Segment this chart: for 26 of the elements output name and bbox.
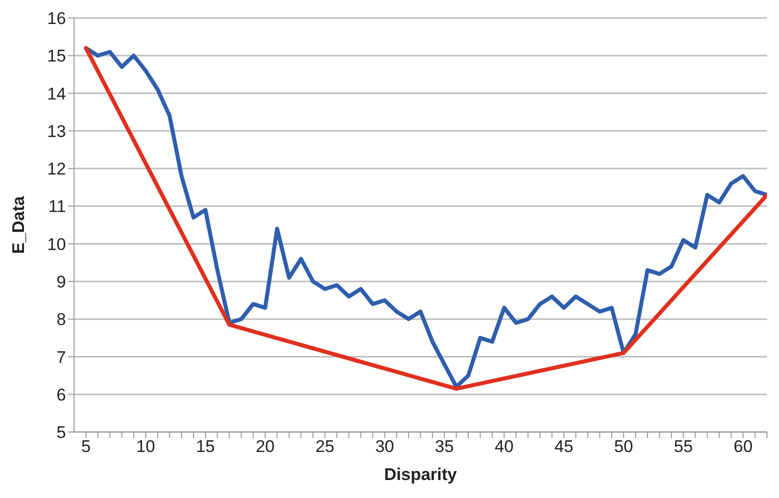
x-tick-label: 10: [136, 437, 156, 456]
y-tick-label: 15: [47, 46, 66, 66]
y-tick-label: 10: [47, 234, 66, 254]
x-tick-label: 20: [256, 437, 275, 456]
y-tick-label: 13: [47, 122, 66, 141]
x-tick-label: 40: [494, 437, 514, 456]
y-tick-label: 9: [56, 272, 66, 292]
y-tick-label: 6: [56, 385, 66, 404]
x-tick-label: 45: [554, 437, 574, 456]
x-tick-label: 15: [196, 437, 215, 456]
x-tick-label: 60: [734, 437, 753, 456]
x-tick-label: 25: [315, 437, 334, 456]
x-tick-label: 30: [375, 437, 394, 456]
y-tick-label: 7: [56, 348, 66, 367]
y-tick-label: 16: [47, 9, 66, 28]
y-tick-label: 11: [48, 197, 66, 216]
x-axis-title: Disparity: [384, 465, 458, 484]
y-tick-label: 14: [47, 84, 66, 104]
y-tick-label: 5: [56, 423, 66, 442]
y-axis-title: E_Data: [9, 196, 28, 254]
x-tick-label: 5: [81, 437, 91, 456]
x-tick-label: 55: [674, 437, 693, 456]
x-tick-label: 35: [434, 437, 454, 456]
x-tick-label: 50: [614, 437, 634, 456]
y-tick-label: 8: [56, 310, 66, 330]
y-tick-label: 12: [47, 160, 66, 179]
